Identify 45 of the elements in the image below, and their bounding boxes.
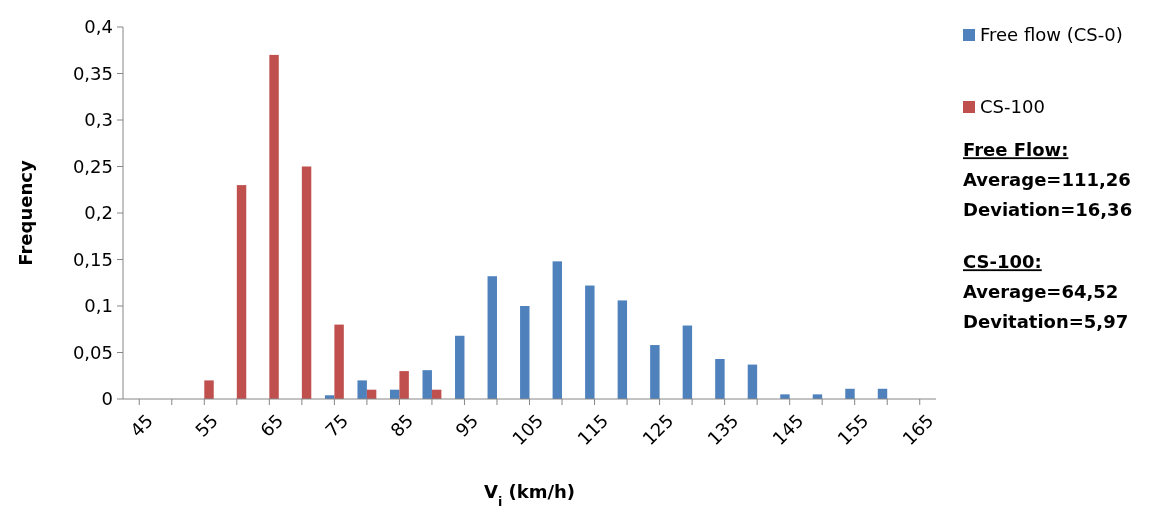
y-tick-label: 0,35	[72, 62, 113, 84]
bar	[301, 166, 312, 399]
bar	[357, 380, 367, 399]
y-tick-label: 0,3	[84, 109, 113, 131]
bar	[552, 261, 563, 399]
y-tick-label: 0	[101, 388, 113, 410]
y-tick-label: 0,2	[84, 202, 113, 224]
x-tick-label: 55	[190, 409, 223, 441]
x-tick-label: 85	[386, 409, 418, 441]
y-tick-label: 0,05	[72, 341, 113, 363]
bar	[487, 276, 497, 399]
legend-label: Free flow (CS-0)	[980, 24, 1123, 46]
bar	[269, 54, 279, 399]
bar	[747, 364, 758, 399]
bar	[715, 359, 725, 399]
text: Devitation=5,97	[963, 311, 1129, 333]
bar	[845, 388, 855, 399]
y-tick-label: 0,15	[72, 248, 113, 270]
bar	[334, 324, 344, 399]
y-tick-label: 0,25	[72, 155, 113, 177]
bar	[455, 335, 465, 399]
bar	[236, 185, 247, 399]
bar	[650, 345, 660, 399]
legend-label: CS-100	[980, 96, 1045, 118]
bar	[520, 306, 530, 399]
y-axis-title: Frequency	[15, 160, 36, 266]
bar	[399, 371, 409, 399]
text: Average=111,26	[963, 169, 1131, 191]
text: Average=64,52	[963, 281, 1119, 303]
x-tick-label: 65	[256, 409, 288, 441]
bar	[780, 394, 790, 399]
x-axis-title: V$_{i}$ (km/h)	[483, 481, 576, 509]
x-tick-label: 75	[321, 409, 353, 441]
x-tick-label: 95	[451, 409, 483, 441]
y-tick-label: 0,1	[84, 295, 113, 317]
text: Deviation=16,36	[963, 199, 1133, 221]
bar	[682, 325, 693, 399]
text: CS-100:	[963, 251, 1042, 273]
bar	[585, 285, 595, 399]
x-tick-label: 45	[125, 409, 157, 441]
text: Free Flow:	[963, 139, 1069, 161]
bar	[617, 300, 628, 399]
y-tick-label: 0,4	[84, 16, 113, 38]
bar	[422, 370, 432, 399]
bar	[204, 380, 214, 399]
